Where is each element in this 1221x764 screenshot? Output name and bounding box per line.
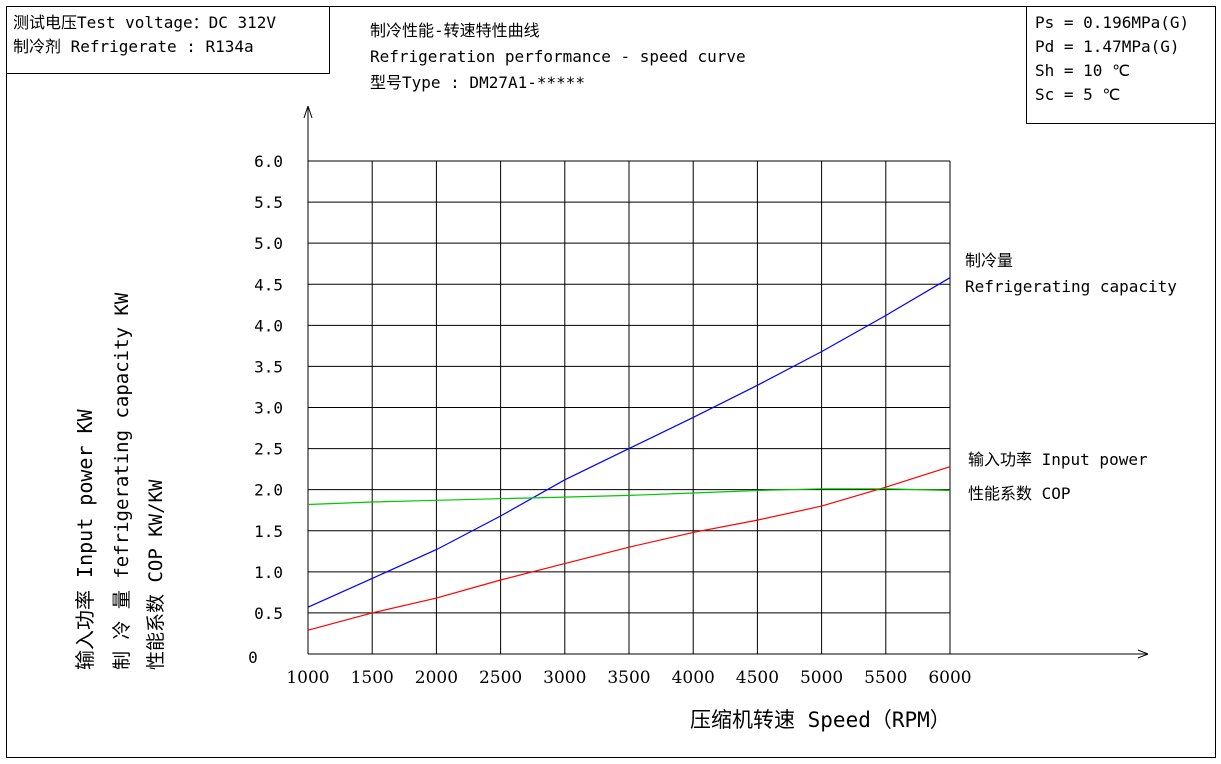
y-tick-label: 4.0 [254,316,283,335]
x-axis-label: 压缩机转速 Speed（RPM） [690,708,951,732]
y-tick-label: 3.0 [254,399,283,418]
x-tick-label: 2500 [479,668,522,688]
y-tick-label: 1.5 [254,522,283,541]
y-tick-label: 0 [248,648,258,667]
y-tick-label: 1.0 [254,563,283,582]
y-tick-label: 2.5 [254,440,283,459]
x-tick-label: 2000 [415,668,458,688]
y-tick-label: 5.5 [254,193,283,212]
series-label: Refrigerating capacity [965,277,1177,296]
series-label: 性能系数 COP [968,484,1071,503]
y-axis-label-line: 制 冷 量 fefrigerating capacity KW [111,292,133,670]
y-tick-label: 4.5 [254,275,283,294]
x-tick-label: 6000 [928,668,971,688]
x-tick-label: 1500 [351,668,394,688]
y-axis-label-line: 性能系数 COP KW/KW [145,479,167,670]
y-tick-label: 5.0 [254,234,283,253]
x-tick-label: 5000 [800,668,843,688]
y-axis-label-line: 输入功率 Input power KW [73,408,97,670]
x-tick-label: 3000 [543,668,586,688]
x-tick-label: 4500 [736,668,779,688]
y-tick-label: 3.5 [254,357,283,376]
x-tick-label: 5500 [864,668,907,688]
y-tick-label: 6.0 [254,152,283,171]
y-tick-label: 0.5 [254,604,283,623]
x-tick-label: 1000 [286,668,329,688]
series-label: 输入功率 Input power [968,450,1148,469]
x-tick-label: 3500 [607,668,650,688]
series-label: 制冷量 [965,251,1013,270]
x-tick-label: 4000 [672,668,715,688]
y-tick-label: 2.0 [254,481,283,500]
